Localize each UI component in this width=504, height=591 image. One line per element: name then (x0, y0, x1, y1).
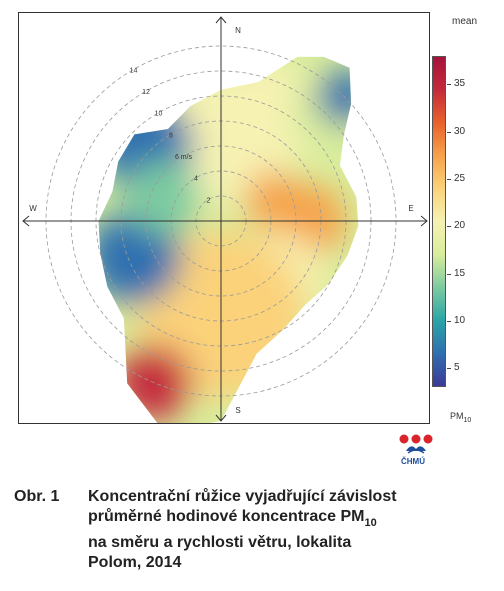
speed-ring-label: 6 m/s (175, 154, 193, 161)
caption-line-3: na směru a rychlosti větru, lokalita (88, 534, 352, 551)
direction-label-e: E (408, 204, 413, 213)
colorbar-tick-label: 30 (454, 125, 466, 137)
direction-axes (22, 16, 428, 422)
colorbar-tick-label: 15 (454, 267, 466, 279)
chmu-logo: ČHMÚ (396, 433, 436, 467)
legend-title: mean (452, 16, 478, 27)
concentration-surface (98, 56, 359, 423)
colorbar-tick (447, 320, 451, 322)
logo-text: ČHMÚ (401, 457, 425, 466)
colorbar-tick (447, 273, 451, 275)
direction-label-w: W (29, 204, 37, 213)
speed-ring-label: 8 (169, 132, 173, 139)
colorbar-tick (447, 84, 451, 86)
speed-ring-labels: 2 4 6 m/s 8 10 12 14 (130, 67, 211, 204)
logo-mark (399, 434, 433, 454)
colorbar-tick (447, 368, 451, 370)
colorbar-tick-label: 35 (454, 78, 466, 90)
caption-line-1: Koncentrační růžice vyjadřující závislos… (88, 488, 397, 505)
axis-arrow (215, 414, 227, 422)
colorbar-tick (447, 131, 451, 133)
axis-arrow (420, 215, 428, 227)
polar-plot-canvas: 2 4 6 m/s 8 10 12 14 N E S W (22, 16, 428, 423)
colorbar-tick (447, 178, 451, 180)
colorbar-tick-label: 25 (454, 172, 466, 184)
speed-ring-label: 14 (130, 67, 138, 74)
caption-prefix: Obr. 1 (14, 488, 60, 505)
colorbar-tick (447, 226, 451, 228)
speed-ring-label: 2 (207, 197, 211, 204)
caption-line-4: Polom, 2014 (88, 554, 182, 571)
direction-labels: N E S W (29, 26, 413, 415)
direction-label-n: N (235, 26, 241, 35)
colorbar-unit: PM10 (450, 411, 472, 424)
caption-line-2: průměrné hodinové koncentrace PM10 (88, 508, 377, 529)
axis-arrow (22, 215, 30, 227)
surface-gradient (98, 60, 359, 421)
polar-plot: 2 4 6 m/s 8 10 12 14 N E S W (18, 12, 430, 424)
colorbar-tick-label: 5 (454, 362, 460, 374)
colorbar (432, 56, 446, 387)
region-wnw (125, 159, 201, 235)
speed-ring-label: 10 (155, 111, 163, 118)
speed-ring-label: 12 (142, 89, 150, 96)
colorbar-tick-label: 20 (454, 220, 466, 232)
axis-arrow (215, 16, 227, 24)
direction-label-s: S (235, 406, 240, 415)
speed-ring-label: 4 (194, 176, 198, 183)
colorbar-tick-label: 10 (454, 314, 466, 326)
